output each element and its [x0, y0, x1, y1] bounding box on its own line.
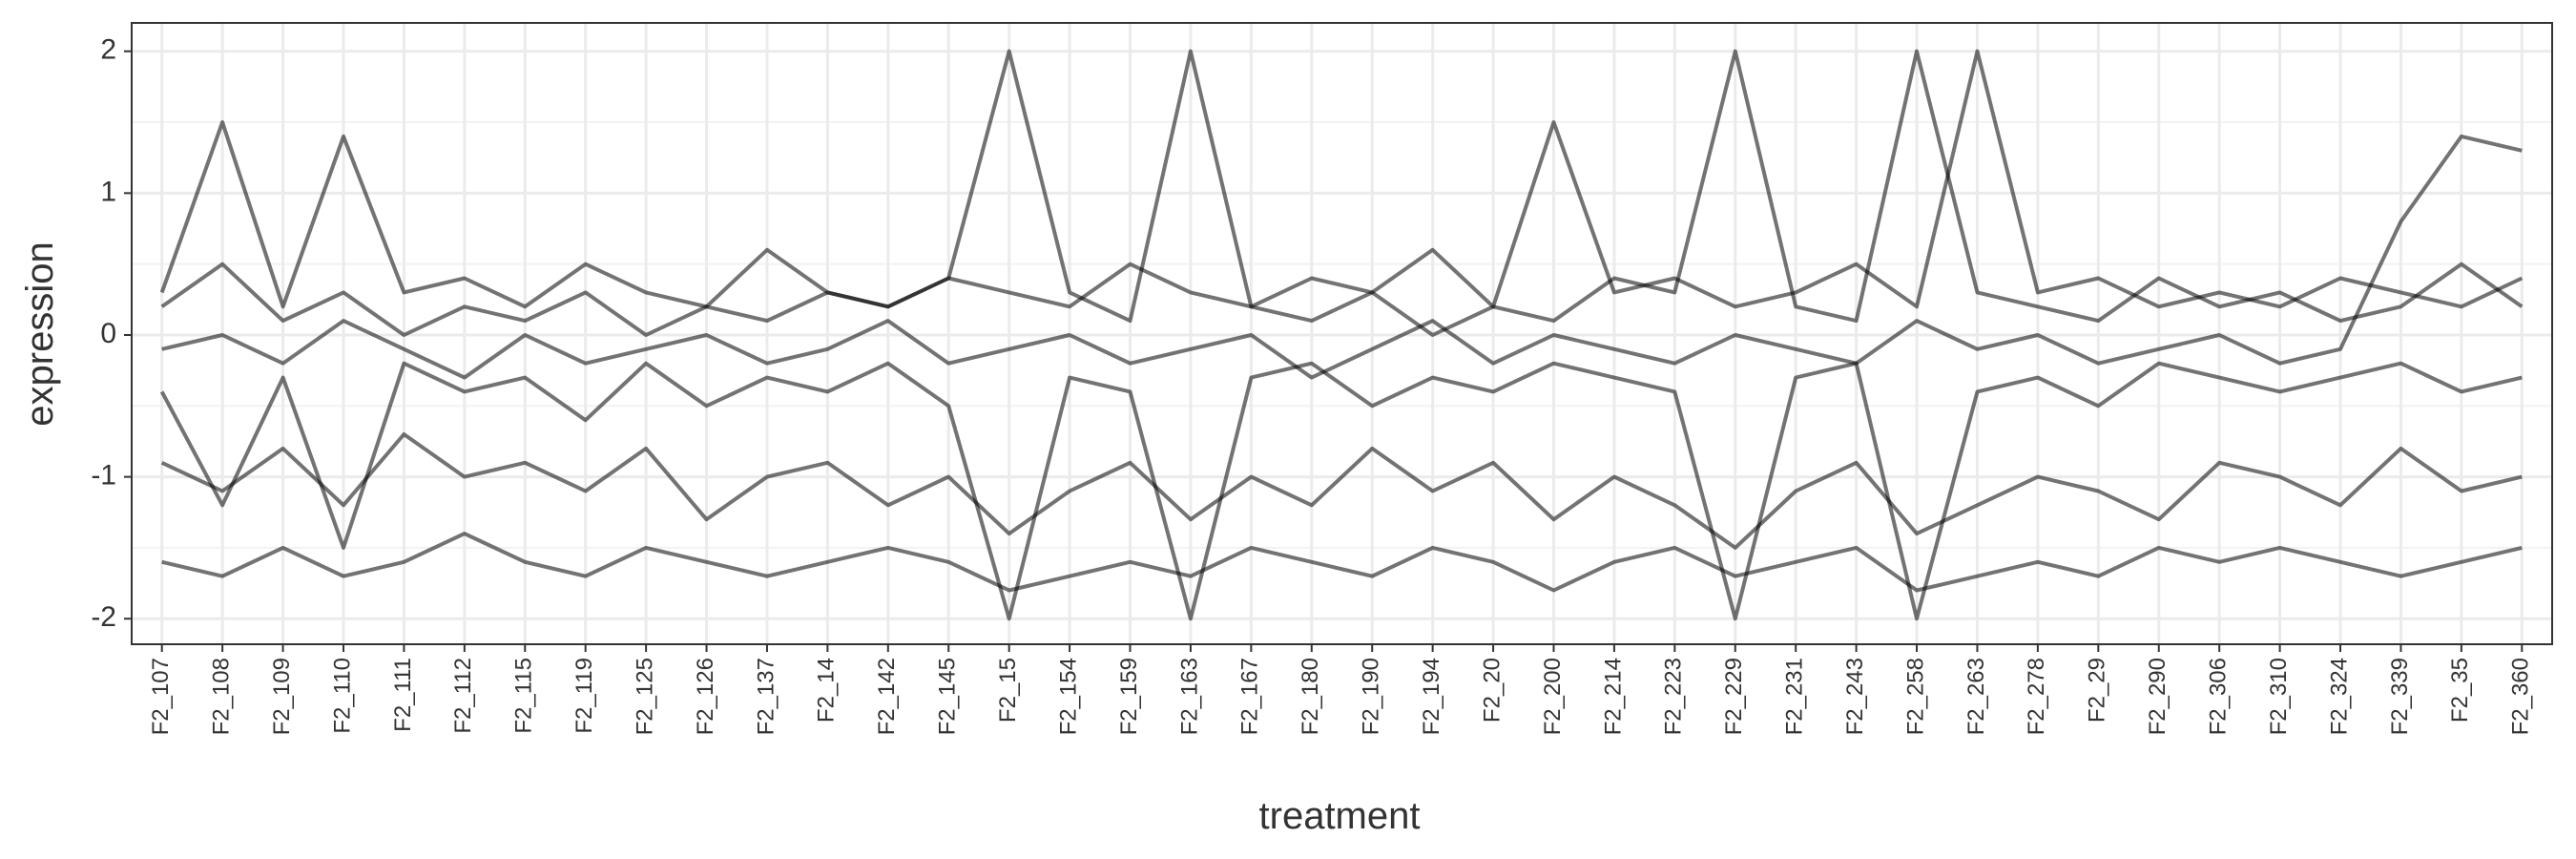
x-tick-label: F2_108	[208, 658, 234, 735]
x-tick-label: F2_126	[693, 658, 718, 735]
x-tick-label: F2_35	[2447, 658, 2473, 723]
x-tick-label: F2_154	[1055, 658, 1081, 735]
x-tick-label: F2_167	[1237, 658, 1263, 735]
x-tick-label: F2_190	[1359, 658, 1384, 735]
x-tick-label: F2_194	[1419, 658, 1444, 735]
x-tick-label: F2_107	[148, 658, 174, 735]
x-tick-label: F2_231	[1782, 658, 1808, 735]
x-tick-label: F2_145	[935, 658, 961, 735]
series-line	[160, 49, 2524, 337]
x-tick-label: F2_20	[1479, 658, 1505, 723]
x-tick-label: F2_115	[511, 658, 537, 734]
x-axis-title: treatment	[1259, 795, 1421, 837]
series-line	[161, 134, 2523, 380]
x-tick-label: F2_15	[995, 658, 1021, 723]
x-tick-label: F2_223	[1661, 658, 1687, 735]
series-line	[161, 532, 2523, 593]
y-tick-label: -2	[91, 601, 116, 633]
x-tick-label: F2_110	[329, 658, 355, 734]
x-tick-label: F2_111	[390, 658, 416, 732]
x-tick-label: F2_119	[571, 658, 597, 734]
x-tick-label: F2_29	[2085, 658, 2110, 723]
x-tick-label: F2_163	[1176, 658, 1202, 735]
x-tick-label: F2_159	[1116, 658, 1142, 735]
x-tick-label: F2_278	[2024, 658, 2049, 735]
series-line	[159, 49, 2524, 309]
x-tick-label: F2_125	[632, 658, 657, 735]
x-tick-label: F2_180	[1298, 658, 1323, 735]
x-tick-label: F2_324	[2326, 658, 2352, 735]
x-tick-label: F2_200	[1540, 658, 1566, 735]
x-tick-label: F2_306	[2206, 658, 2232, 735]
x-tick-label: F2_339	[2387, 658, 2413, 735]
x-tick-label: F2_142	[874, 658, 900, 735]
x-tick-label: F2_137	[753, 658, 779, 735]
y-axis-title: expression	[19, 241, 61, 426]
x-tick-label: F2_243	[1842, 658, 1868, 735]
y-tick-label: -1	[91, 460, 116, 492]
series-line	[159, 361, 2523, 621]
x-tick-label: F2_229	[1721, 658, 1747, 735]
x-tick-label: F2_112	[450, 658, 476, 734]
plot-border	[131, 22, 2553, 645]
y-tick-label: 2	[100, 34, 116, 66]
series-line	[160, 432, 2523, 550]
x-tick-label: F2_290	[2145, 658, 2171, 735]
x-tick-label: F2_310	[2266, 658, 2292, 735]
x-tick-label: F2_258	[1902, 658, 1928, 735]
x-tick-label: F2_263	[1963, 658, 1989, 735]
x-tick-label: F2_360	[2508, 658, 2534, 735]
x-tick-label: F2_14	[814, 658, 840, 723]
x-tick-label: F2_109	[269, 658, 295, 735]
y-tick-label: 1	[100, 176, 116, 207]
y-tick-label: 0	[100, 318, 116, 349]
x-tick-label: F2_214	[1600, 658, 1626, 735]
